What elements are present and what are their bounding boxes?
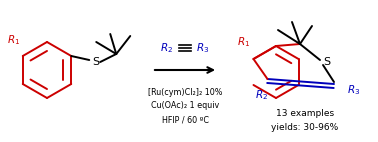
- Text: $R_3$: $R_3$: [196, 41, 210, 55]
- Text: $R_3$: $R_3$: [347, 83, 361, 97]
- Text: $R_1$: $R_1$: [8, 33, 20, 47]
- Text: $R_1$: $R_1$: [237, 35, 251, 49]
- Text: $R_2$: $R_2$: [161, 41, 174, 55]
- Text: S: S: [323, 57, 330, 67]
- Text: Cu(OAc)₂ 1 equiv: Cu(OAc)₂ 1 equiv: [151, 102, 219, 110]
- Text: HFIP / 60 ºC: HFIP / 60 ºC: [161, 115, 209, 125]
- Text: 13 examples: 13 examples: [276, 109, 334, 119]
- Text: S: S: [92, 57, 99, 67]
- Text: [Ru(cym)Cl₂]₂ 10%: [Ru(cym)Cl₂]₂ 10%: [148, 87, 222, 97]
- Text: $R_2$: $R_2$: [255, 88, 268, 102]
- Text: yields: 30-96%: yields: 30-96%: [271, 124, 339, 132]
